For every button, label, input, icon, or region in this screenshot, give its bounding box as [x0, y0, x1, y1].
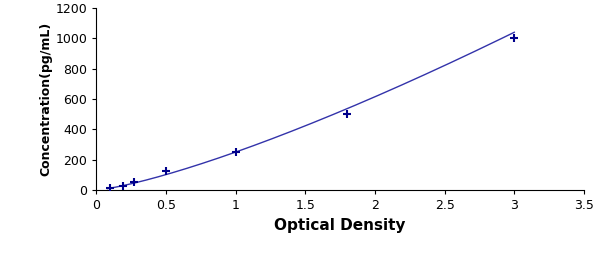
Y-axis label: Concentration(pg/mL): Concentration(pg/mL)	[40, 22, 52, 176]
X-axis label: Optical Density: Optical Density	[275, 218, 406, 233]
